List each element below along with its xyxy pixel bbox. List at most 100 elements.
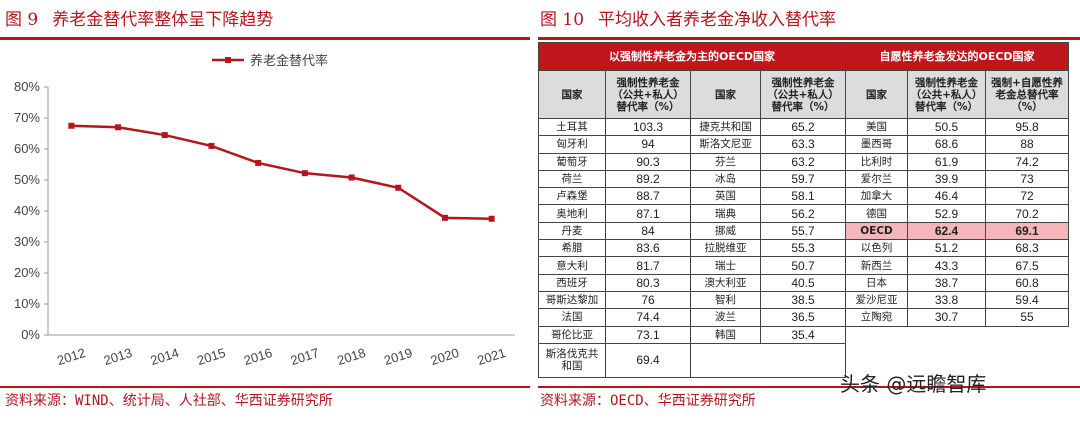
table-cell: 斯洛伐克共和国: [538, 342, 606, 378]
right-source-divider: [538, 386, 1080, 388]
table-row: 西班牙 80.3 澳大利亚 40.5 日本 38.7 60.8: [538, 273, 1070, 292]
table-row: 卢森堡 88.7 英国 58.1 加拿大 46.4 72: [538, 187, 1070, 206]
data-point: [208, 142, 215, 149]
column-header: 国家: [845, 70, 909, 119]
table-row: 斯洛伐克共和国 69.4: [538, 342, 1069, 378]
table-row: 法国 74.4 波兰 36.5 立陶宛 30.7 55: [538, 308, 1070, 327]
table-cell: 哥伦比亚: [538, 325, 606, 344]
table-cell: 60.8: [985, 273, 1070, 292]
table-row: 匈牙利 94 斯洛文尼亚 63.3 墨西哥 68.6 88: [538, 135, 1070, 154]
table-cell: 83.6: [605, 239, 691, 258]
table-cell: 72: [985, 187, 1070, 206]
table-cell: 爱沙尼亚: [845, 290, 909, 310]
table-cell: 89.2: [605, 169, 691, 189]
data-point: [301, 170, 308, 177]
data-point: [348, 174, 355, 181]
table-cell: 43.3: [907, 256, 987, 275]
replacement-rate-table-container: 以强制性养老金为主的OECD国家 自愿性养老金发达的OECD国家 国家 强制性养…: [537, 42, 1070, 378]
column-header: 强制性养老金（公共+私人）替代率（%）: [605, 70, 691, 119]
table-empty-cell: [845, 325, 1069, 378]
table-cell: 哥斯达黎加: [538, 290, 606, 310]
y-tick-label: 40%: [14, 203, 40, 218]
table-cell: 62.4: [907, 221, 987, 241]
table-cell: 103.3: [605, 117, 691, 137]
table-cell: 52.9: [907, 204, 987, 223]
x-tick-label: 2017: [289, 345, 321, 368]
table-cell: 比利时: [845, 152, 909, 171]
right-title-divider: [538, 37, 1080, 40]
table-cell: 墨西哥: [845, 135, 909, 154]
y-tick-label: 70%: [14, 110, 40, 125]
table-cell: 波兰: [690, 308, 761, 327]
table-cell: 90.3: [605, 152, 691, 171]
table-cell: 韩国: [690, 325, 761, 344]
table-cell: 瑞士: [690, 256, 761, 275]
y-tick-label: 10%: [14, 296, 40, 311]
column-header: 国家: [538, 70, 606, 119]
table-row: 意大利 81.7 瑞士 50.7 新西兰 43.3 67.5: [538, 256, 1070, 275]
table-cell: 59.7: [759, 169, 847, 189]
replacement-rate-table: 以强制性养老金为主的OECD国家 自愿性养老金发达的OECD国家 国家 强制性养…: [537, 42, 1070, 378]
table-cell: 意大利: [538, 256, 606, 275]
table-empty-cell: [689, 342, 847, 378]
table-cell: 德国: [845, 204, 909, 223]
table-cell: 法国: [538, 308, 606, 327]
table-cell: 51.2: [907, 239, 987, 258]
table-row: 葡萄牙 90.3 芬兰 63.2 比利时 61.9 74.2: [538, 152, 1070, 171]
x-tick-label: 2014: [149, 345, 181, 368]
table-cell: 挪威: [690, 221, 761, 241]
table-cell: 捷克共和国: [690, 117, 761, 137]
line-chart: 0% 10% 20% 30% 40% 50% 60% 70% 80% 2012 2013 2014 20…: [14, 53, 515, 368]
column-header: 强制性养老金（公共+私人）替代率（%）: [759, 70, 847, 119]
table-cell: 59.4: [985, 290, 1070, 310]
x-tick-label: 2012: [55, 345, 87, 368]
table-cell: 63.2: [759, 152, 847, 171]
table-cell: 58.1: [759, 187, 847, 206]
right-figure-title-text: 平均收入者养老金净收入替代率: [598, 10, 837, 30]
data-point: [161, 132, 168, 139]
y-tick-label: 20%: [14, 265, 40, 280]
table-cell: 40.5: [759, 273, 847, 292]
legend-label: 养老金替代率: [250, 53, 328, 68]
table-cell: 68.6: [907, 135, 987, 154]
table-cell: 68.3: [985, 239, 1070, 258]
x-tick-label: 2016: [242, 345, 274, 368]
table-cell: 55: [985, 308, 1070, 327]
table-cell: 94: [605, 135, 691, 154]
column-header: 强制+自愿性养老金总替代率（%）: [985, 70, 1070, 119]
table-cell: 西班牙: [538, 273, 606, 292]
table-cell: 74.4: [605, 308, 691, 327]
table-cell: 33.8: [907, 290, 987, 310]
table-cell: 84: [605, 221, 691, 241]
table-cell: 希腊: [538, 239, 606, 258]
table-cell: 美国: [845, 117, 909, 137]
table-row: 土耳其 103.3 捷克共和国 65.2 美国 50.5 95.8: [538, 117, 1070, 137]
left-source-note: 资料来源：WIND、统计局、人社部、华西证券研究所: [5, 393, 333, 409]
table-cell: 69.1: [985, 221, 1070, 241]
table-cell: 50.5: [907, 117, 987, 137]
table-cell: 澳大利亚: [690, 273, 761, 292]
x-tick-label: 2018: [335, 345, 367, 368]
table-cell: 匈牙利: [538, 135, 606, 154]
table-cell: 61.9: [907, 152, 987, 171]
table-cell: 50.7: [759, 256, 847, 275]
x-tick-label: 2019: [382, 345, 414, 368]
right-figure-title: 图 10 平均收入者养老金净收入替代率: [540, 5, 836, 30]
left-figure-number: 图 9: [5, 10, 39, 30]
x-tick-label: 2013: [102, 345, 134, 368]
x-tick-label: 2021: [475, 345, 507, 368]
table-cell: 67.5: [985, 256, 1070, 275]
left-figure-title: 图 9 养老金替代率整体呈下降趋势: [5, 5, 273, 30]
table-cell: 土耳其: [538, 117, 606, 137]
table-cell: 88.7: [605, 187, 691, 206]
y-tick-label: 0%: [21, 327, 40, 342]
table-cell: 95.8: [985, 117, 1070, 137]
table-cell: 奥地利: [538, 204, 606, 223]
table-cell: 69.4: [605, 342, 691, 378]
table-cell: 63.3: [759, 135, 847, 154]
table-cell: 卢森堡: [538, 187, 606, 206]
data-point: [115, 124, 122, 131]
table-cell: 46.4: [907, 187, 987, 206]
table-row: 哥斯达黎加 76 智利 38.5 爱沙尼亚 33.8 59.4: [538, 290, 1070, 310]
table-cell: 葡萄牙: [538, 152, 606, 171]
